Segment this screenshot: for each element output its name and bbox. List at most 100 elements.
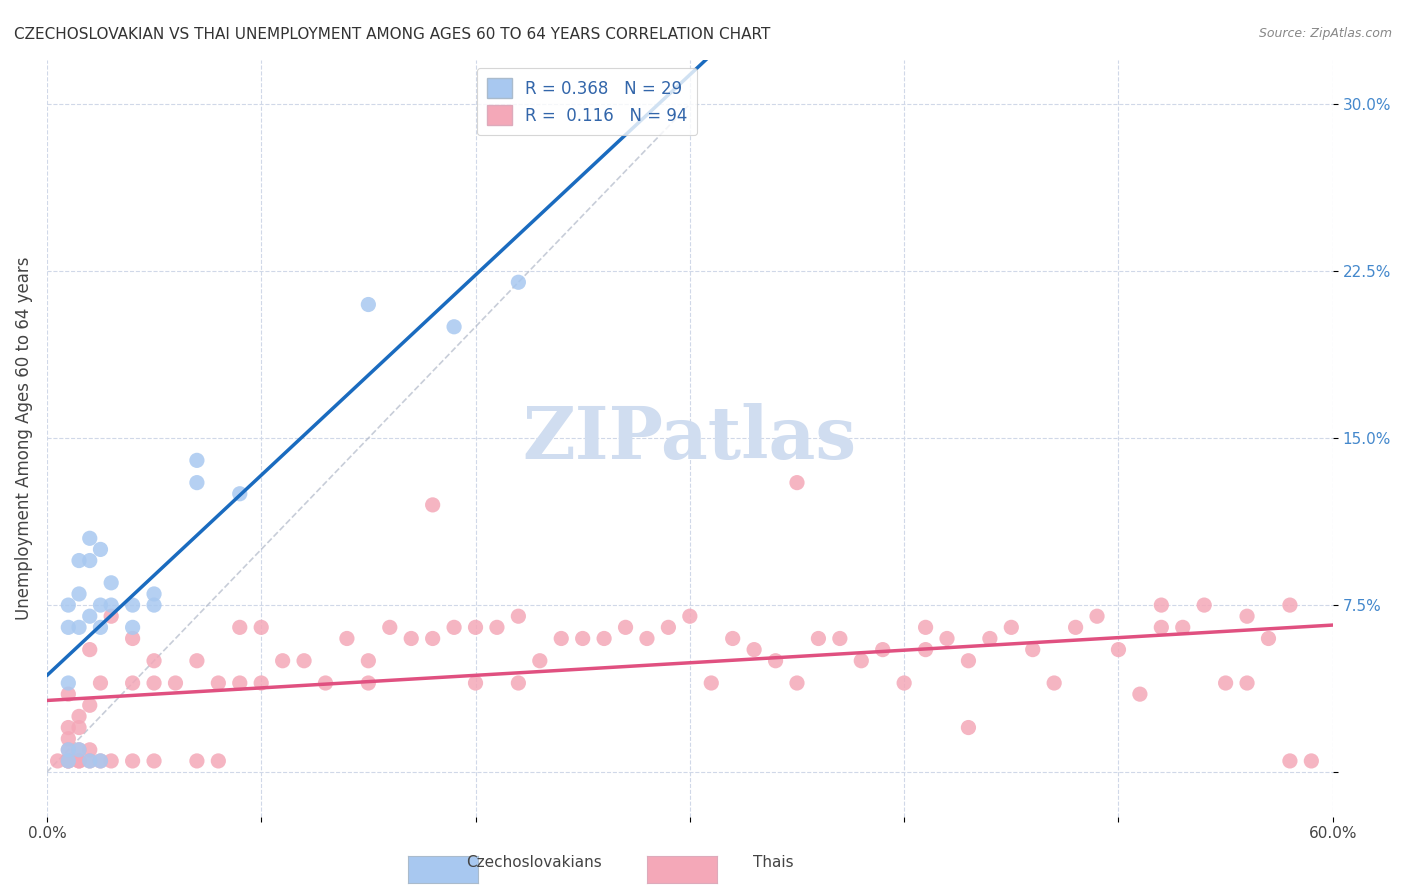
Point xyxy=(207,676,229,690)
Point xyxy=(786,475,808,490)
Point xyxy=(742,642,765,657)
Point xyxy=(443,319,465,334)
Point xyxy=(1150,598,1173,612)
Point xyxy=(807,632,830,646)
Point xyxy=(614,620,637,634)
Point xyxy=(1043,676,1066,690)
Point xyxy=(378,620,401,634)
Point xyxy=(67,721,90,735)
Text: Thais: Thais xyxy=(754,855,793,870)
Point xyxy=(143,654,166,668)
Point xyxy=(79,754,101,768)
Point xyxy=(1129,687,1152,701)
Point xyxy=(464,676,486,690)
Point xyxy=(186,453,208,467)
Point xyxy=(58,731,80,746)
Point xyxy=(89,542,111,557)
Point xyxy=(529,654,551,668)
Point xyxy=(121,632,143,646)
Point xyxy=(121,676,143,690)
Point xyxy=(1000,620,1022,634)
Point xyxy=(593,632,616,646)
Point xyxy=(422,498,444,512)
Text: CZECHOSLOVAKIAN VS THAI UNEMPLOYMENT AMONG AGES 60 TO 64 YEARS CORRELATION CHART: CZECHOSLOVAKIAN VS THAI UNEMPLOYMENT AMO… xyxy=(14,27,770,42)
Point xyxy=(67,743,90,757)
Point xyxy=(1301,754,1323,768)
Point xyxy=(143,754,166,768)
Point xyxy=(79,754,101,768)
Y-axis label: Unemployment Among Ages 60 to 64 years: Unemployment Among Ages 60 to 64 years xyxy=(15,256,32,620)
Point xyxy=(786,676,808,690)
Point xyxy=(464,620,486,634)
Point xyxy=(1085,609,1108,624)
Point xyxy=(914,642,936,657)
Point xyxy=(58,754,80,768)
Point xyxy=(443,620,465,634)
Point xyxy=(100,575,122,590)
Point xyxy=(67,587,90,601)
Point xyxy=(357,676,380,690)
Point xyxy=(67,553,90,567)
Point xyxy=(100,754,122,768)
Legend: R = 0.368   N = 29, R =  0.116   N = 94: R = 0.368 N = 29, R = 0.116 N = 94 xyxy=(477,68,697,136)
Point xyxy=(143,587,166,601)
Point xyxy=(957,721,980,735)
Point xyxy=(89,598,111,612)
Point xyxy=(46,754,69,768)
Point xyxy=(79,642,101,657)
Point xyxy=(79,553,101,567)
Point xyxy=(721,632,744,646)
Point xyxy=(79,531,101,545)
Point xyxy=(1278,598,1301,612)
Point xyxy=(550,632,572,646)
Point xyxy=(58,743,80,757)
Point xyxy=(58,598,80,612)
Point xyxy=(58,754,80,768)
Point xyxy=(58,721,80,735)
Point xyxy=(58,676,80,690)
Point xyxy=(508,275,530,289)
Point xyxy=(100,609,122,624)
Point xyxy=(58,743,80,757)
Text: Czechoslovakians: Czechoslovakians xyxy=(467,855,602,870)
Point xyxy=(828,632,851,646)
Point xyxy=(67,754,90,768)
Point xyxy=(1150,620,1173,634)
Point xyxy=(121,620,143,634)
Point xyxy=(271,654,294,668)
Point xyxy=(1278,754,1301,768)
Point xyxy=(67,743,90,757)
Point xyxy=(679,609,702,624)
Point xyxy=(399,632,422,646)
Point xyxy=(89,754,111,768)
Point xyxy=(58,620,80,634)
Point xyxy=(1236,676,1258,690)
Point xyxy=(636,632,658,646)
Point xyxy=(571,632,593,646)
Point xyxy=(508,676,530,690)
Point xyxy=(1171,620,1194,634)
Point xyxy=(893,676,915,690)
Point xyxy=(165,676,187,690)
Point xyxy=(957,654,980,668)
Point xyxy=(1215,676,1237,690)
Point xyxy=(186,654,208,668)
Point xyxy=(936,632,959,646)
Point xyxy=(79,609,101,624)
Point xyxy=(250,620,273,634)
Point xyxy=(292,654,315,668)
Point xyxy=(67,709,90,723)
Point xyxy=(1064,620,1087,634)
Point xyxy=(250,676,273,690)
Point xyxy=(229,676,252,690)
Point xyxy=(485,620,508,634)
Point xyxy=(79,743,101,757)
Point xyxy=(58,754,80,768)
Point xyxy=(79,698,101,713)
Point xyxy=(851,654,873,668)
Point xyxy=(100,598,122,612)
Point xyxy=(67,754,90,768)
Point xyxy=(121,754,143,768)
Text: ZIPatlas: ZIPatlas xyxy=(523,402,856,474)
Point xyxy=(979,632,1001,646)
